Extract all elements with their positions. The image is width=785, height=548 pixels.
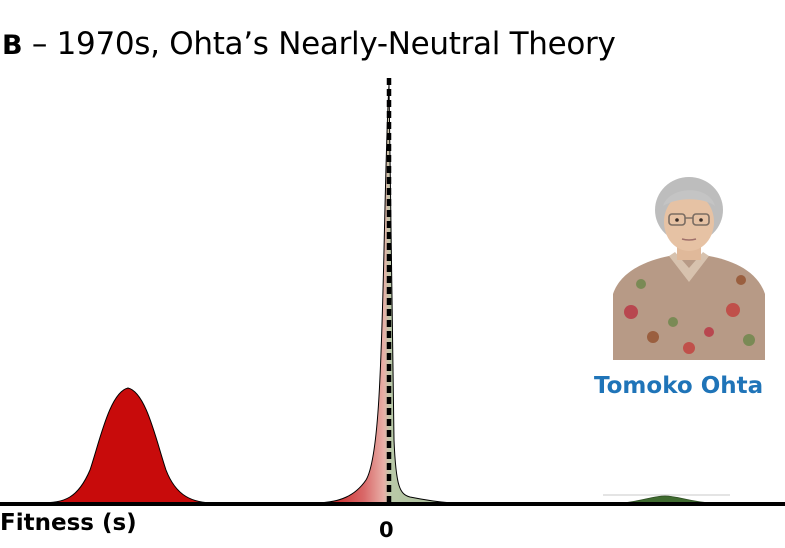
portrait-illustration bbox=[613, 172, 765, 360]
deleterious-mutations-curve bbox=[39, 387, 216, 504]
zero-tick-label: 0 bbox=[379, 518, 394, 542]
panel-letter: B bbox=[2, 30, 23, 61]
nearly-neutral-mutations-curve bbox=[317, 84, 453, 504]
panel-title: B – 1970s, Ohta’s Nearly-Neutral Theory bbox=[2, 26, 616, 62]
panel-title-text: – 1970s, Ohta’s Nearly-Neutral Theory bbox=[31, 26, 616, 62]
portrait-photo bbox=[613, 172, 765, 360]
portrait-caption: Tomoko Ohta bbox=[594, 373, 764, 399]
beneficial-mutations-curve bbox=[619, 495, 713, 504]
x-axis-label: Fitness (s) bbox=[0, 510, 137, 536]
